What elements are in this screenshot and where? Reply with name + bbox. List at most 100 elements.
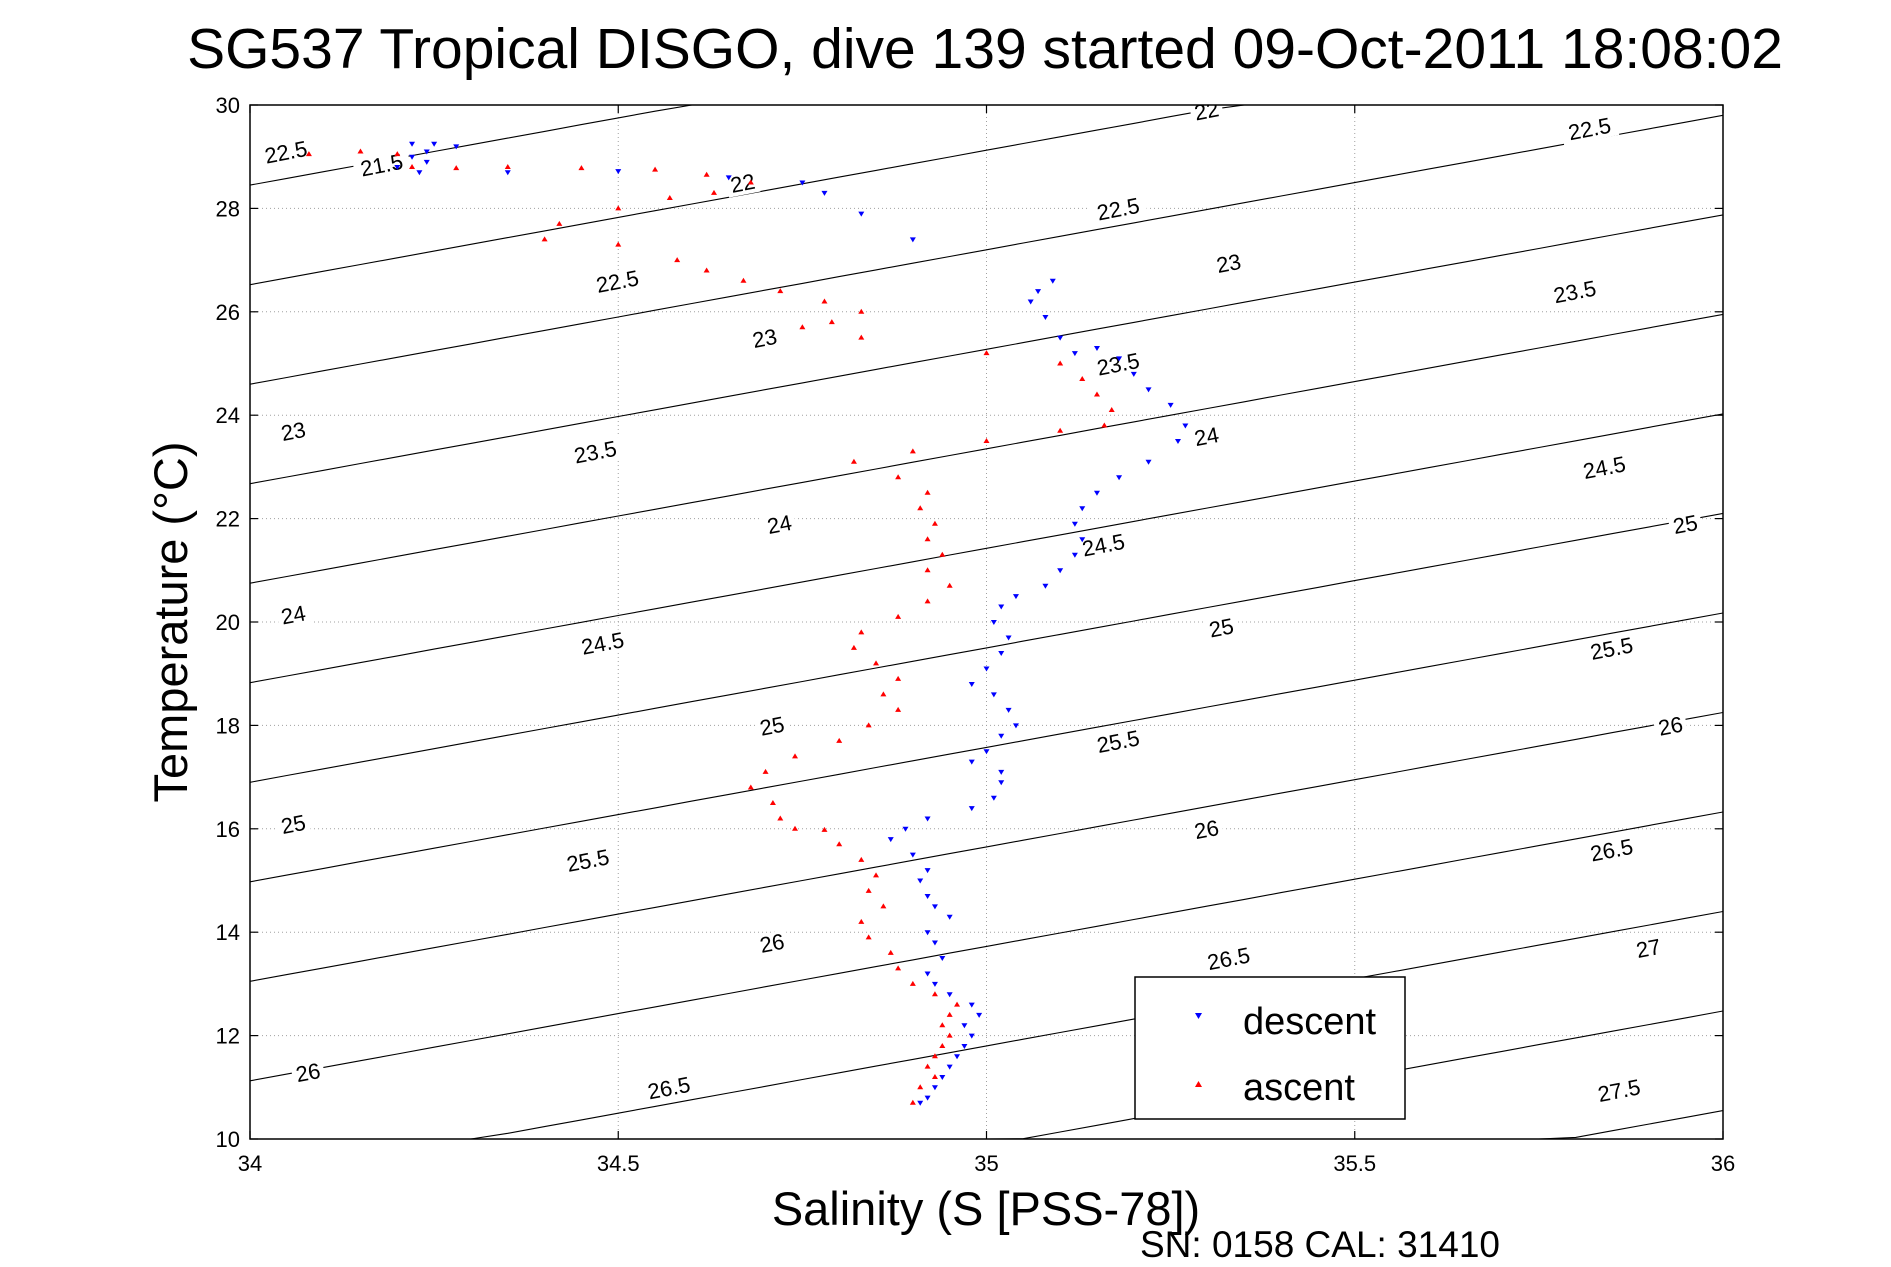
y-tick-label: 26 [216, 300, 240, 325]
contour-label-text: 24 [765, 510, 794, 539]
point-ascent [895, 706, 902, 712]
x-tick-label: 35 [974, 1151, 998, 1176]
legend-ascent-marker [1195, 1081, 1202, 1087]
point-ascent [924, 1063, 931, 1069]
point-descent [961, 1043, 968, 1049]
series-descent [394, 141, 1189, 1106]
axis-ticks: 34 34.5 35 35.5 36 10 12 14 16 18 20 22 24 26 28 30 [216, 93, 1736, 1176]
point-descent [983, 666, 990, 672]
point-ascent [615, 241, 622, 247]
point-descent [924, 816, 931, 822]
point-ascent [541, 236, 548, 242]
point-ascent [946, 1011, 953, 1017]
point-ascent [858, 918, 865, 924]
point-ascent [858, 334, 865, 340]
point-ascent [858, 308, 865, 314]
point-ascent [939, 551, 946, 557]
contour-label: 23 [1210, 249, 1247, 278]
point-descent [1116, 356, 1123, 362]
point-descent [887, 837, 894, 843]
contour-label: 22 [1188, 105, 1225, 125]
point-descent [939, 1074, 946, 1080]
point-ascent [924, 536, 931, 542]
point-descent [924, 868, 931, 874]
point-ascent [836, 737, 843, 743]
y-tick-label: 10 [216, 1127, 240, 1152]
point-descent [998, 769, 1005, 775]
point-ascent [887, 949, 894, 955]
point-descent [990, 620, 997, 625]
y-tick-label: 12 [216, 1024, 240, 1049]
point-descent [931, 940, 938, 946]
point-descent [821, 190, 828, 196]
contour-label: 26 [1652, 712, 1689, 741]
y-tick-label: 28 [216, 196, 240, 221]
point-ascent [666, 195, 673, 201]
point-descent [909, 852, 916, 858]
point-ascent [556, 220, 563, 226]
point-ascent [931, 1073, 938, 1079]
point-descent [931, 1085, 938, 1091]
point-ascent [762, 768, 769, 774]
point-descent [946, 914, 953, 920]
point-ascent [917, 1084, 924, 1090]
point-ascent [792, 825, 799, 831]
point-descent [1167, 402, 1174, 408]
point-descent [1145, 459, 1152, 465]
point-descent [998, 780, 1005, 786]
point-descent [1035, 289, 1042, 295]
point-descent [924, 971, 931, 977]
point-descent [423, 159, 430, 165]
point-descent [946, 992, 953, 998]
point-ascent [828, 319, 835, 325]
point-ascent [865, 722, 872, 728]
contour-label: 26 [754, 929, 790, 958]
contour-label: 22.5 [256, 136, 316, 169]
point-ascent [909, 1099, 916, 1105]
point-ascent [865, 934, 872, 940]
point-ascent [1108, 407, 1115, 413]
point-descent [983, 749, 990, 755]
contour-label-text: 24 [279, 600, 308, 629]
point-descent [1012, 723, 1019, 729]
contour-label: 27 [1630, 934, 1667, 963]
point-ascent [880, 691, 887, 697]
point-ascent [799, 324, 806, 330]
contour-line [250, 214, 1723, 485]
chart-title: SG537 Tropical DISGO, dive 139 started 0… [187, 17, 1783, 81]
point-ascent [895, 613, 902, 619]
point-ascent [1057, 427, 1064, 433]
point-descent [1116, 475, 1123, 481]
contour-line [250, 114, 1723, 385]
point-descent [1049, 278, 1056, 284]
point-ascent [1057, 360, 1064, 366]
point-descent [954, 1054, 961, 1060]
contour-label-text: 26 [758, 929, 787, 958]
legend-box [1134, 976, 1406, 1120]
point-descent [902, 826, 909, 832]
point-ascent [873, 660, 880, 666]
point-ascent [1101, 422, 1108, 428]
point-ascent [710, 189, 717, 195]
point-descent [968, 1033, 975, 1039]
density-contours: 21.5222222.522.522.522.523232323.523.523… [250, 105, 1723, 1139]
point-descent [1057, 335, 1064, 341]
point-descent [924, 894, 931, 900]
y-tick-label: 22 [216, 507, 240, 532]
contour-label: 25 [1667, 510, 1704, 539]
legend-descent-label: descent [1243, 1001, 1377, 1043]
contour-label-text: 23 [279, 417, 308, 446]
point-ascent [703, 267, 710, 273]
contour-label-text: 23 [1214, 249, 1243, 278]
point-ascent [504, 164, 511, 170]
contour-line [250, 811, 1723, 1082]
point-descent [939, 956, 946, 962]
point-descent [409, 141, 416, 147]
contour-label: 26.5 [639, 1072, 699, 1105]
point-descent [1027, 299, 1034, 305]
point-ascent [740, 277, 747, 283]
point-descent [453, 144, 460, 150]
point-descent [1079, 506, 1086, 512]
point-descent [976, 1012, 983, 1018]
contour-label-text: 24 [1192, 422, 1221, 451]
